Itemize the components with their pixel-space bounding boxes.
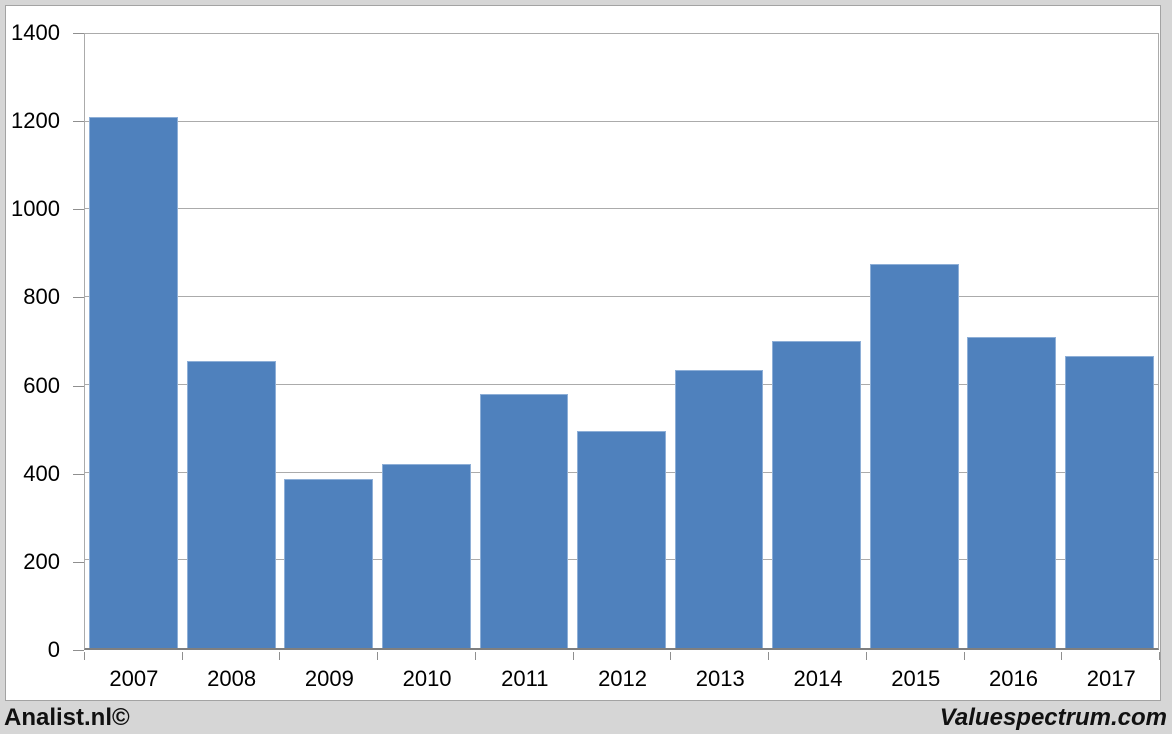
- x-axis-tick: [474, 652, 476, 660]
- y-axis-tick: [73, 297, 84, 299]
- bar-cell: [1060, 34, 1158, 648]
- x-axis-label-2012: 2012: [598, 666, 648, 691]
- y-axis-label: 400: [23, 460, 60, 486]
- x-axis-label-2008: 2008: [207, 666, 257, 691]
- bar-2014: [772, 341, 861, 648]
- bar-cell: [670, 34, 768, 648]
- y-axis-label: 800: [23, 284, 60, 310]
- bar-cell: [475, 34, 573, 648]
- bar-cell: [280, 34, 378, 648]
- bar-cell: [378, 34, 476, 648]
- bar-2009: [284, 479, 374, 648]
- x-axis-labels-row: 2007 2008 2009 2010 2011 2012 2013 2014 2015 2016…: [85, 664, 1160, 694]
- y-axis-tick: [73, 209, 84, 211]
- x-axis-label-2016: 2016: [989, 666, 1038, 691]
- bar-2016: [967, 336, 1057, 648]
- x-axis-tick: [1159, 652, 1160, 660]
- x-axis-tick: [279, 652, 281, 660]
- x-axis-tick: [572, 652, 574, 660]
- bar-2010: [382, 463, 471, 648]
- gridline: [85, 383, 1158, 385]
- x-axis-label-2015: 2015: [891, 666, 941, 691]
- plot-area: [84, 33, 1159, 650]
- x-axis-tick: [670, 652, 672, 660]
- x-axis-label-2007: 2007: [109, 666, 159, 691]
- bar-2015: [869, 264, 959, 648]
- y-axis-label: 1400: [11, 20, 60, 45]
- bar-2013: [674, 369, 764, 648]
- bar-2008: [186, 360, 276, 648]
- bar-cell: [183, 34, 281, 648]
- y-axis-label: 600: [23, 372, 60, 398]
- x-axis-tick: [768, 652, 770, 660]
- y-axis-label: 0: [47, 637, 60, 662]
- y-axis-tick: [73, 473, 84, 475]
- gridline: [85, 296, 1158, 298]
- x-axis-tick: [963, 652, 965, 660]
- bar-cell: [768, 34, 866, 648]
- x-axis-label-2009: 2009: [304, 666, 354, 691]
- x-axis-label-2010: 2010: [402, 666, 452, 691]
- x-axis-tick: [1061, 652, 1063, 660]
- x-axis-tick: [377, 652, 379, 660]
- bar-2007: [89, 117, 179, 648]
- bars-row: [85, 34, 1158, 648]
- x-axis-label-2011: 2011: [501, 666, 549, 691]
- y-axis-tick: [73, 121, 84, 123]
- x-axis-label-2013: 2013: [695, 666, 745, 691]
- gridline: [85, 208, 1158, 210]
- x-axis-tick: [865, 652, 867, 660]
- y-axis-label: 1000: [11, 196, 60, 222]
- x-axis-label-2017: 2017: [1086, 666, 1136, 691]
- bar-cell: [573, 34, 671, 648]
- chart-canvas: 0 200 400 600 800 1000 1200 1400 2007 2008 2009 20…: [5, 5, 1161, 701]
- bar-2011: [479, 393, 569, 648]
- bar-2012: [577, 430, 666, 648]
- y-axis-tick: [73, 33, 84, 34]
- bar-cell: [865, 34, 963, 648]
- x-axis-tick: [84, 652, 85, 660]
- footer: Analist.nl© Valuespectrum.com: [0, 702, 1172, 734]
- footer-right-brand: Valuespectrum.com: [939, 704, 1167, 731]
- bar-cell: [963, 34, 1061, 648]
- y-axis-tick: [73, 650, 84, 651]
- x-axis-tick: [181, 652, 183, 660]
- bar-cell: [85, 34, 183, 648]
- y-axis-label: 200: [23, 548, 60, 574]
- gridline: [85, 120, 1158, 122]
- y-axis-label: 1200: [11, 108, 60, 134]
- y-axis-tick: [73, 561, 84, 563]
- y-axis-tick: [73, 385, 84, 387]
- x-axis-label-2014: 2014: [793, 666, 843, 691]
- bar-2017: [1064, 356, 1154, 648]
- footer-left-brand: Analist.nl©: [4, 704, 130, 731]
